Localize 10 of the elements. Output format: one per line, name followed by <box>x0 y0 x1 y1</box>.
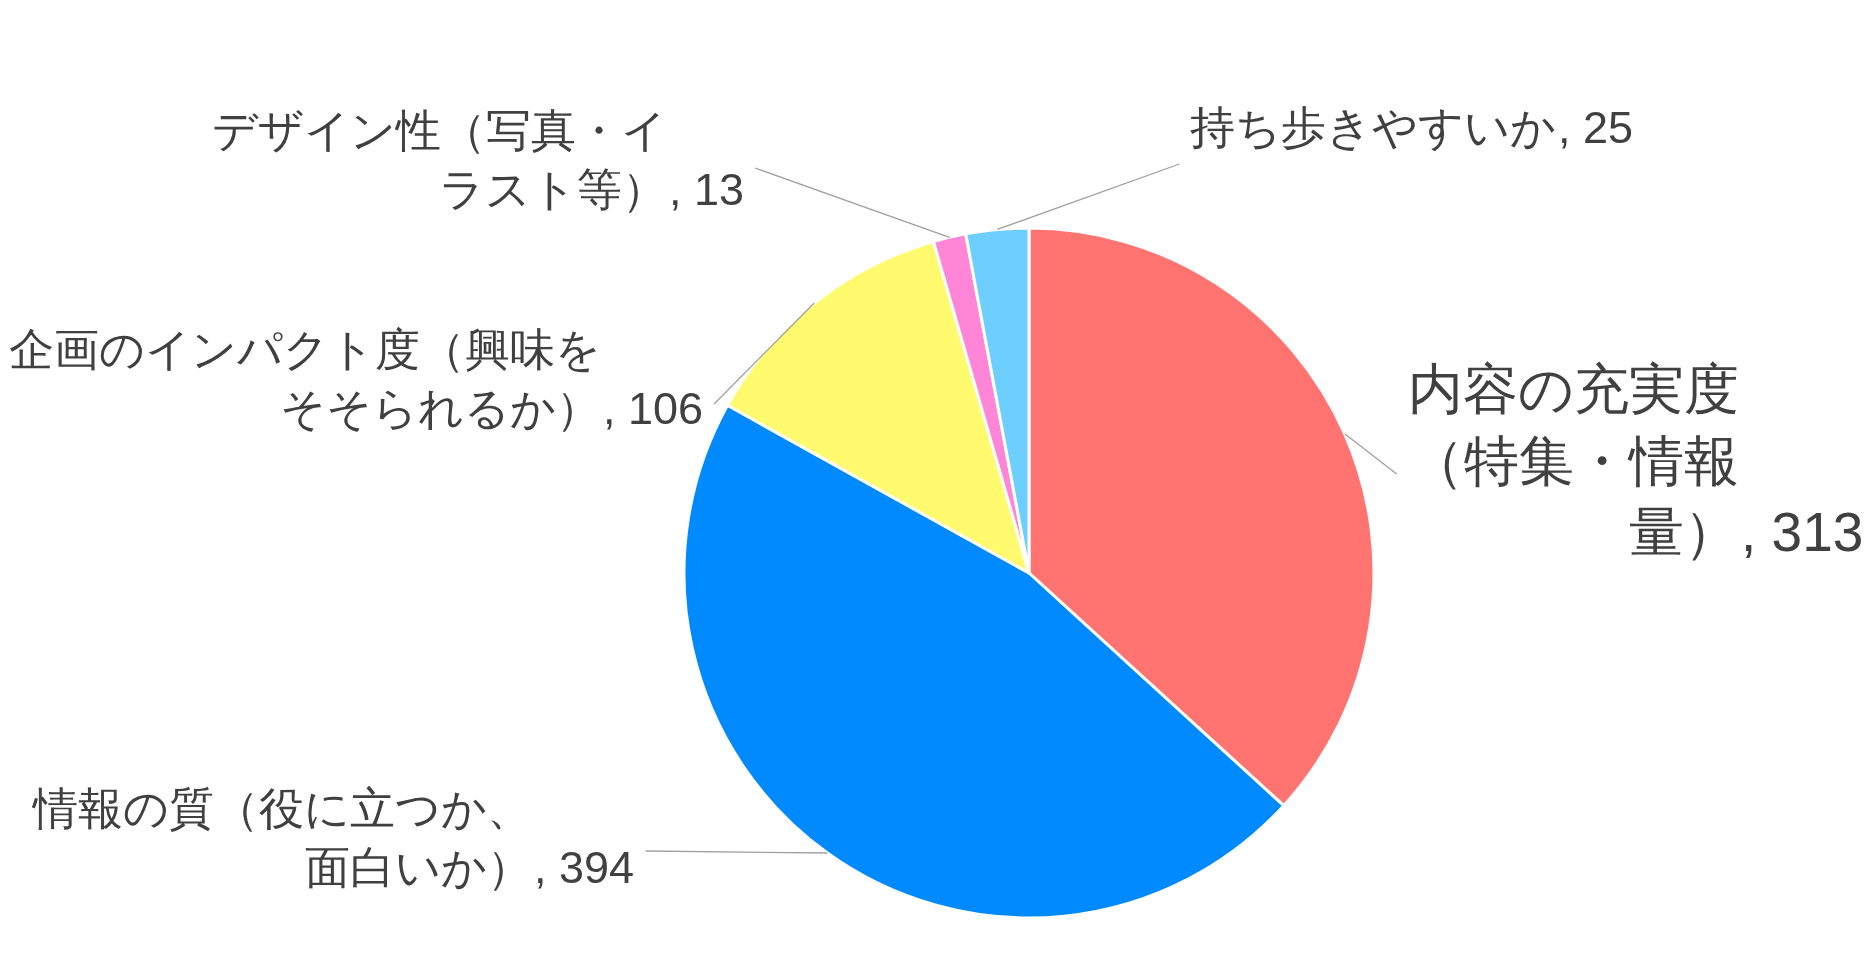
data-label: , 313 <box>1741 501 1864 563</box>
slice-label: 企画のインパクト度（興味をそそられるか） <box>9 324 601 434</box>
slice-label: 内容の充実度（特集・情報量） <box>1408 358 1739 563</box>
slice-label: デザイン性（写真・イラスト等） <box>212 105 667 215</box>
data-label: , 25 <box>1558 102 1634 153</box>
slice-label: 持ち歩きやすいか <box>1190 102 1556 153</box>
data-label: , 13 <box>669 164 745 215</box>
data-label: , 106 <box>603 383 704 434</box>
slice-label: 情報の質（役に立つか、面白いか） <box>31 783 532 893</box>
data-label: , 394 <box>534 842 635 893</box>
